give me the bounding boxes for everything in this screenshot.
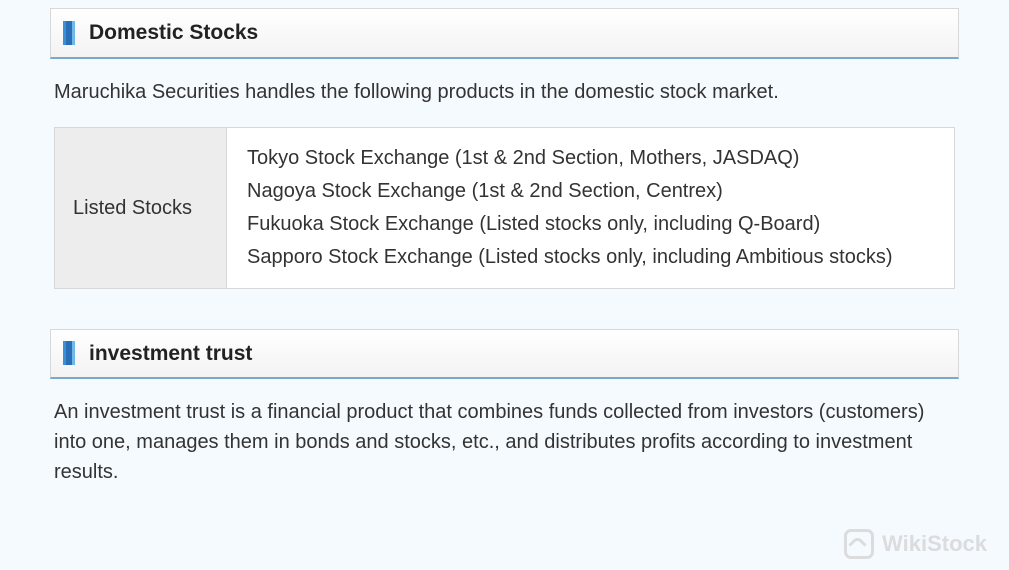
section-header-investment: investment trust — [50, 329, 959, 380]
listed-stocks-table: Listed Stocks Tokyo Stock Exchange (1st … — [54, 127, 955, 289]
section-investment-trust: investment trust An investment trust is … — [50, 329, 959, 488]
table-row: Tokyo Stock Exchange (1st & 2nd Section,… — [247, 142, 934, 175]
section-title: investment trust — [89, 338, 252, 370]
section-title: Domestic Stocks — [89, 17, 258, 49]
section-header-domestic: Domestic Stocks — [50, 8, 959, 59]
table-row: Sapporo Stock Exchange (Listed stocks on… — [247, 241, 934, 274]
section-domestic-stocks: Domestic Stocks Maruchika Securities han… — [50, 8, 959, 289]
section-intro-domestic: Maruchika Securities handles the followi… — [54, 77, 955, 107]
watermark: WikiStock — [844, 527, 987, 560]
table-row: Fukuoka Stock Exchange (Listed stocks on… — [247, 208, 934, 241]
watermark-text: WikiStock — [882, 527, 987, 560]
wikistock-icon — [844, 529, 874, 559]
accent-bar-icon — [63, 341, 75, 365]
table-label: Listed Stocks — [73, 193, 192, 223]
section-intro-investment: An investment trust is a financial produ… — [54, 397, 955, 487]
table-value-cell: Tokyo Stock Exchange (1st & 2nd Section,… — [227, 128, 954, 288]
table-label-cell: Listed Stocks — [55, 128, 227, 288]
page-container: Domestic Stocks Maruchika Securities han… — [0, 0, 1009, 487]
table-row: Nagoya Stock Exchange (1st & 2nd Section… — [247, 175, 934, 208]
accent-bar-icon — [63, 21, 75, 45]
